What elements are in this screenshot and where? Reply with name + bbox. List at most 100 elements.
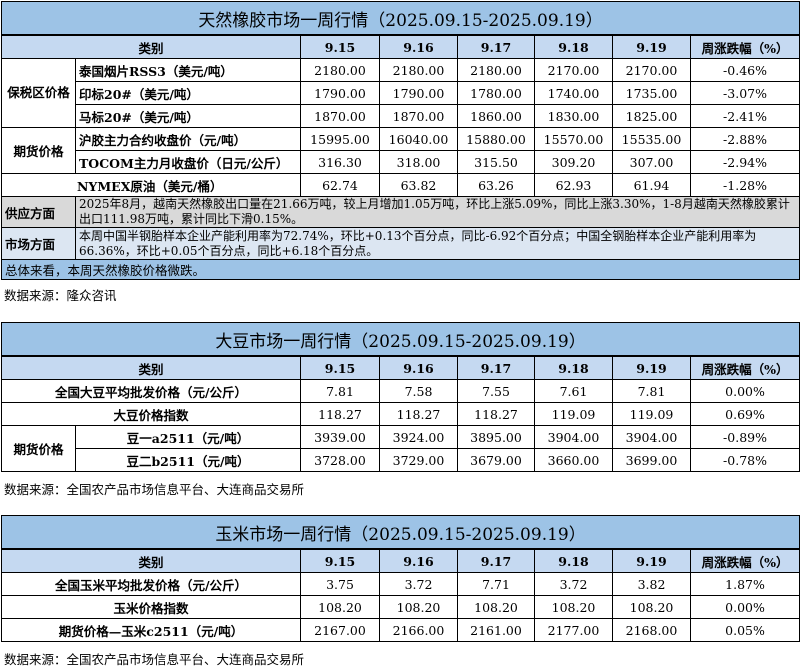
header-date: 9.17 — [457, 548, 535, 573]
cell-change: -2.41% — [689, 104, 800, 128]
cell: 108.20 — [379, 595, 458, 619]
header-category: 类别 — [1, 548, 301, 573]
row-label: 期货价格—玉米c2511（元/吨） — [1, 618, 301, 642]
cell: 2170.00 — [534, 58, 613, 82]
cell: 1790.00 — [379, 81, 458, 105]
cell: 309.20 — [534, 150, 613, 174]
header-date: 9.19 — [612, 548, 691, 573]
header-date: 9.19 — [612, 355, 691, 380]
row-label: 沪胶主力合约收盘价（元/吨） — [75, 127, 301, 151]
header-date: 9.15 — [300, 34, 380, 59]
cell: 3.75 — [300, 572, 380, 596]
cell-change: 0.05% — [689, 618, 800, 642]
table-row: 马标20#（美元/吨） 1870.00 1870.00 1860.00 1830.00… — [2, 104, 800, 128]
header-date: 9.18 — [534, 355, 613, 380]
market-label: 市场方面 — [1, 227, 76, 260]
row-label: 马标20#（美元/吨） — [75, 104, 301, 128]
cell: 108.20 — [534, 595, 613, 619]
cell: 1780.00 — [457, 81, 535, 105]
header-row: 类别 9.15 9.16 9.17 9.18 9.19 周涨跌幅（%） — [1, 548, 800, 573]
row-label: TOCOM主力月收盘价（日元/公斤） — [75, 150, 301, 174]
header-date: 9.15 — [300, 355, 380, 380]
header-date: 9.18 — [534, 34, 613, 59]
header-date: 9.19 — [612, 34, 691, 59]
header-date: 9.15 — [300, 548, 380, 573]
data-source: 数据来源：全国农产品市场信息平台、大连商品交易所 — [4, 652, 305, 667]
cell: 15995.00 — [300, 127, 380, 151]
table-row: 期货价格 豆一a2511（元/吨） 3939.00 3924.00 3895.00 3… — [1, 425, 800, 472]
cell: 1830.00 — [534, 104, 613, 128]
cell-change: -0.46% — [689, 58, 800, 82]
cell: 1825.00 — [612, 104, 691, 128]
group-bonded: 保税区价格 — [1, 58, 76, 128]
header-date: 9.16 — [379, 355, 458, 380]
cell: 7.81 — [300, 379, 380, 403]
cell-change: 1.87% — [689, 572, 800, 596]
cell: 3.72 — [379, 572, 458, 596]
row-label: NYMEX原油（美元/桶） — [1, 173, 301, 197]
cell: 316.30 — [300, 150, 380, 174]
cell: 7.55 — [457, 379, 535, 403]
cell: 2180.00 — [300, 58, 380, 82]
cell-change: 0.00% — [689, 595, 800, 619]
cell: 1870.00 — [379, 104, 458, 128]
table-row: 期货价格 沪胶主力合约收盘价（元/吨） 15995.00 16040.00 1588… — [1, 127, 800, 174]
cell: 3895.00 — [457, 425, 535, 449]
table-row: 大豆价格指数 118.27 118.27 118.27 119.09 119.09 0.6… — [1, 402, 800, 426]
header-date: 9.16 — [379, 548, 458, 573]
cell-change: 0.69% — [689, 402, 800, 426]
table-row: NYMEX原油（美元/桶） 62.74 63.82 63.26 62.93 61.94-… — [1, 173, 800, 197]
header-date: 9.17 — [457, 34, 535, 59]
table-row: 全国大豆平均批发价格（元/公斤） 7.81 7.58 7.55 7.61 7.81 0.0… — [1, 379, 800, 403]
header-date: 9.16 — [379, 34, 458, 59]
table-row: 印标20#（美元/吨） 1790.00 1790.00 1780.00 1740.00… — [2, 81, 800, 105]
cell: 15880.00 — [457, 127, 535, 151]
row-label: 豆二b2511（元/吨） — [75, 448, 301, 472]
cell: 7.71 — [457, 572, 535, 596]
cell: 307.00 — [612, 150, 691, 174]
cell: 63.26 — [457, 173, 535, 197]
header-category: 类别 — [1, 34, 301, 59]
header-row: 类别 9.15 9.16 9.17 9.18 9.19 周涨跌幅（%） — [1, 34, 800, 59]
cell: 2180.00 — [379, 58, 458, 82]
cell: 62.93 — [534, 173, 613, 197]
cell: 3729.00 — [379, 448, 458, 472]
row-label: 全国大豆平均批发价格（元/公斤） — [1, 379, 301, 403]
supply-text: 2025年8月，越南天然橡胶出口量在21.66万吨，较上月增加1.05万吨，环比… — [74, 196, 800, 228]
table-row: 保税区价格 泰国烟片RSS3（美元/吨） 2180.00 2180.00 2180.… — [1, 58, 800, 128]
cell: 118.27 — [457, 402, 535, 426]
cell: 108.20 — [300, 595, 380, 619]
cell: 2170.00 — [612, 58, 691, 82]
cell: 7.61 — [534, 379, 613, 403]
table-row: TOCOM主力月收盘价（日元/公斤） 316.30 318.00 315.50 309… — [2, 150, 800, 174]
corn-market-table: 玉米市场一周行情（2025.09.15-2025.09.19） 类别 9.15 9… — [0, 515, 800, 642]
cell: 3699.00 — [612, 448, 691, 472]
row-label: 印标20#（美元/吨） — [75, 81, 301, 105]
cell: 2180.00 — [457, 58, 535, 82]
cell: 1735.00 — [612, 81, 691, 105]
header-change: 周涨跌幅（%） — [689, 34, 800, 59]
row-label: 玉米价格指数 — [1, 595, 301, 619]
cell-change: -2.94% — [689, 150, 800, 174]
group-futures: 期货价格 — [1, 425, 76, 472]
cell: 118.27 — [300, 402, 380, 426]
table-title: 玉米市场一周行情（2025.09.15-2025.09.19） — [0, 515, 800, 550]
table-title: 天然橡胶市场一周行情（2025.09.15-2025.09.19） — [0, 1, 800, 36]
header-row: 类别 9.15 9.16 9.17 9.18 9.19 周涨跌幅（%） — [1, 355, 800, 380]
header-change: 周涨跌幅（%） — [689, 548, 800, 573]
cell: 62.74 — [300, 173, 380, 197]
data-source: 数据来源：隆众咨讯 — [4, 288, 117, 303]
header-category: 类别 — [1, 355, 301, 380]
cell: 3728.00 — [300, 448, 380, 472]
supply-row: 供应方面 2025年8月，越南天然橡胶出口量在21.66万吨，较上月增加1.05… — [1, 196, 800, 228]
cell: 3679.00 — [457, 448, 535, 472]
cell: 1740.00 — [534, 81, 613, 105]
row-label: 大豆价格指数 — [1, 402, 301, 426]
cell: 1860.00 — [457, 104, 535, 128]
cell: 108.20 — [457, 595, 535, 619]
cell: 2168.00 — [612, 618, 691, 642]
cell: 119.09 — [534, 402, 613, 426]
cell: 7.58 — [379, 379, 458, 403]
summary-text: 总体来看，本周天然橡胶价格微跌。 — [0, 259, 800, 280]
cell-change: -1.28% — [689, 173, 800, 197]
